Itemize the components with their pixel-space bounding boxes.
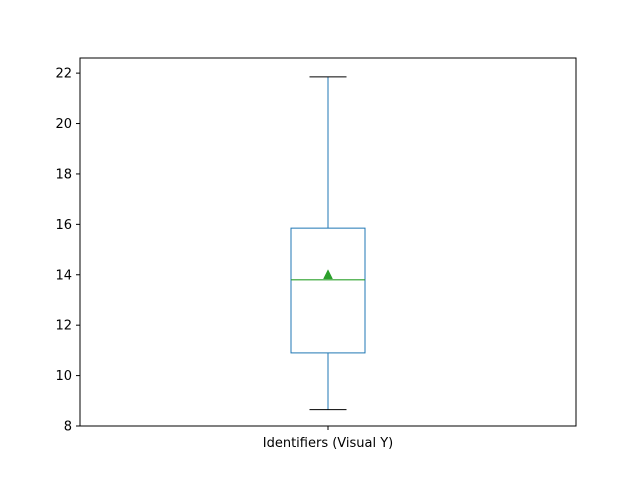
y-tick-label: 8 bbox=[64, 420, 72, 435]
y-tick-label: 14 bbox=[55, 268, 72, 283]
y-tick-label: 10 bbox=[55, 369, 72, 384]
interquartile-box bbox=[290, 227, 366, 354]
y-tick-label: 22 bbox=[55, 67, 72, 82]
y-tick-label: 16 bbox=[55, 218, 72, 233]
y-tick-label: 20 bbox=[55, 117, 72, 132]
y-tick-label: 12 bbox=[55, 319, 72, 334]
box-group bbox=[290, 76, 366, 411]
y-tick-label: 18 bbox=[55, 167, 72, 182]
mean-marker bbox=[323, 269, 333, 280]
y-axis: 8 10 12 14 16 18 20 22 bbox=[55, 67, 80, 435]
x-axis: Identifiers (Visual Y) bbox=[263, 426, 394, 451]
x-tick-label: Identifiers (Visual Y) bbox=[263, 436, 394, 451]
